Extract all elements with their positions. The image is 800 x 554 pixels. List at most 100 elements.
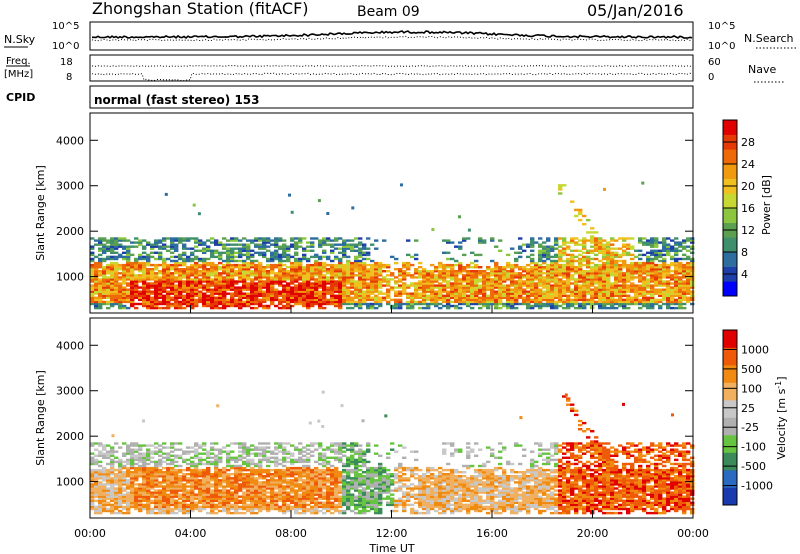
power-cell — [450, 286, 455, 289]
power-cell — [310, 288, 315, 291]
power-cell — [562, 292, 567, 295]
power-cell — [406, 294, 411, 297]
power-cell — [274, 274, 279, 277]
power-cell — [642, 294, 647, 297]
velocity-cell — [158, 485, 163, 488]
power-cell — [646, 241, 651, 244]
power-cell — [330, 290, 335, 293]
power-cell — [574, 286, 579, 289]
power-cell — [210, 306, 215, 310]
power-cell — [146, 288, 151, 291]
power-cell — [218, 278, 223, 281]
power-cell — [262, 245, 267, 248]
velocity-cell — [170, 479, 175, 482]
power-cell — [130, 270, 135, 273]
power-cell — [342, 276, 347, 279]
power-cell — [234, 237, 239, 240]
power-cell — [426, 294, 431, 297]
power-cell — [678, 294, 683, 297]
power-cell — [338, 286, 343, 289]
power-cell — [558, 266, 563, 269]
power-cell — [678, 286, 683, 289]
power-cell — [118, 304, 123, 308]
power-cell — [126, 239, 131, 242]
power-cell — [298, 239, 303, 242]
power-cell — [318, 263, 323, 267]
velocity-cell — [190, 505, 195, 509]
power-cell — [174, 278, 179, 281]
velocity-cell — [94, 487, 99, 490]
power-cell — [474, 298, 479, 302]
power-cell — [546, 286, 551, 289]
power-cell — [242, 249, 247, 252]
velocity-cell — [142, 468, 147, 472]
power-cell — [330, 288, 335, 291]
power-cell — [230, 257, 235, 261]
velocity-cell — [118, 473, 123, 476]
power-cell — [322, 261, 327, 265]
power-cell — [170, 243, 175, 246]
velocity-cell — [258, 507, 263, 511]
velocity-cell — [250, 479, 255, 482]
velocity-cell — [254, 497, 259, 500]
power-cell — [370, 298, 375, 302]
velocity-cell — [110, 499, 115, 502]
power-cell — [554, 255, 559, 259]
power-cell — [206, 257, 211, 261]
power-cell — [450, 294, 455, 297]
power-cell — [586, 282, 591, 285]
power-cell — [630, 261, 635, 265]
velocity-cell — [182, 501, 187, 504]
power-cell — [218, 268, 223, 271]
power-cell — [214, 286, 219, 289]
power-cell — [502, 280, 507, 283]
power-cell — [134, 280, 139, 283]
power-cell — [530, 280, 535, 283]
power-cell — [686, 292, 691, 295]
velocity-cell — [106, 468, 111, 472]
power-cell — [210, 302, 215, 306]
power-cell — [650, 268, 655, 271]
power-cell — [278, 278, 283, 281]
power-cell — [594, 282, 599, 285]
power-cell — [150, 292, 155, 295]
velocity-cell — [262, 456, 267, 459]
velocity-cell — [126, 473, 131, 476]
nsky-panel: N.Sky 10^5 10^0 10^5 10^0 N.Search — [4, 21, 796, 52]
power-cell — [642, 286, 647, 289]
power-cell — [630, 288, 635, 291]
power-cell — [574, 237, 579, 240]
power-cell — [642, 292, 647, 295]
velocity-cell — [134, 491, 139, 494]
power-cell — [566, 266, 571, 269]
power-cell — [162, 259, 167, 263]
velocity-cell — [214, 497, 219, 500]
power-cell — [246, 266, 251, 269]
power-cell — [114, 255, 119, 259]
power-cell — [542, 259, 547, 263]
power-cell — [662, 302, 667, 306]
power-cell — [350, 249, 355, 252]
power-cell — [630, 302, 635, 306]
power-cell — [358, 272, 363, 275]
power-cell — [166, 280, 171, 283]
velocity-cell — [218, 471, 223, 474]
power-cell — [470, 290, 475, 293]
power-cell — [322, 292, 327, 295]
power-cell — [586, 274, 591, 277]
velocity-cell — [118, 460, 123, 464]
power-cell — [302, 288, 307, 291]
power-cell — [662, 292, 667, 295]
power-cell — [234, 274, 239, 277]
velocity-cell — [98, 511, 103, 515]
power-cell — [366, 251, 371, 254]
power-cell — [114, 302, 119, 306]
power-cell — [430, 288, 435, 291]
power-cell — [630, 298, 635, 302]
power-cell — [346, 290, 351, 293]
power-cell — [434, 284, 439, 287]
power-cell — [554, 282, 559, 285]
power-cell — [402, 276, 407, 279]
power-cell — [258, 280, 263, 283]
velocity-cell — [150, 479, 155, 482]
